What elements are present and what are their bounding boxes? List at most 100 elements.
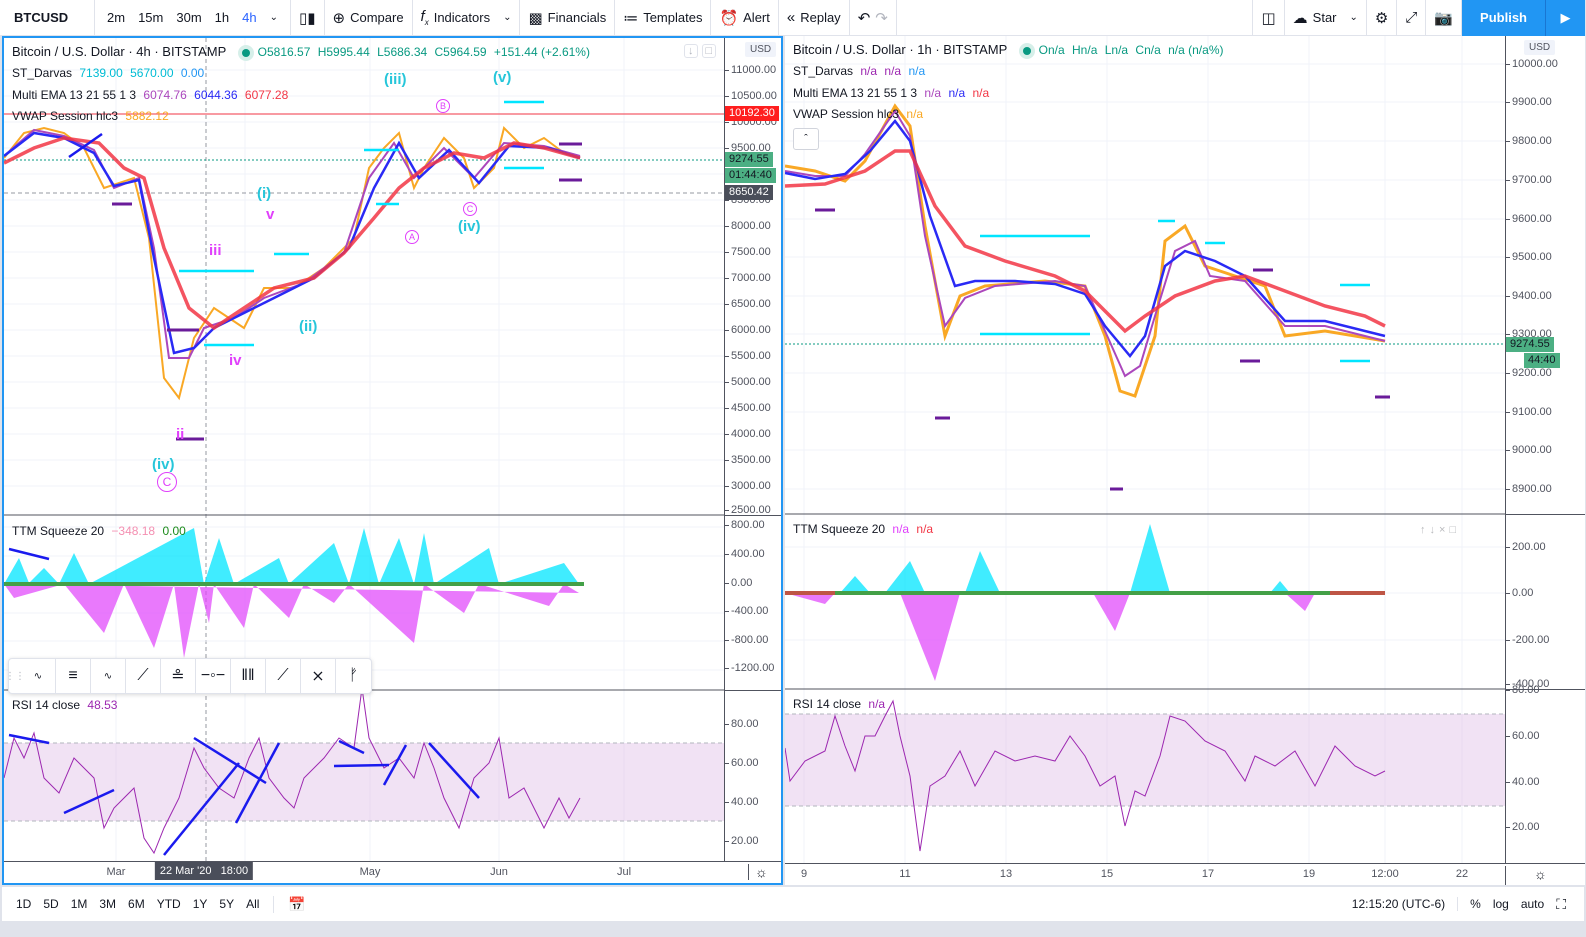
close-icon[interactable]: × [1439,524,1446,536]
pane-separator[interactable] [1506,689,1585,690]
ttm-tick: 200.00 [1506,541,1546,553]
maximize-icon[interactable]: □ [1449,524,1457,536]
log-scale-toggle[interactable]: log [1492,897,1509,911]
right-time-axis[interactable]: 9 11 13 15 17 19 12:00 22 ☼ [785,863,1585,885]
goto-date-icon[interactable]: 📅 [273,895,311,913]
crosshair-price-label: 8650.42 [725,185,773,200]
drag-handle-icon[interactable]: ⋮⋮ [5,670,25,682]
indicators-button[interactable]: fx Indicators ⌄ [413,0,521,36]
abcd-pattern-tool[interactable]: ∿ [21,659,56,693]
redo-icon[interactable]: ↷ [875,9,888,27]
chevron-down-icon[interactable]: ⌄ [269,12,278,23]
interval-2m[interactable]: 2m [107,10,126,25]
left-chart-pane[interactable]: (iii) (v) (i) v iii (ii) iv ii (iv) (iv)… [2,36,783,885]
horizontal-ray-tool[interactable]: −◦− [196,659,231,693]
vertical-lines-tool[interactable]: ‖‖ [231,659,266,693]
left-chart-canvas[interactable] [4,38,724,862]
chart-style-button[interactable]: ▯▮ [291,0,325,36]
price-tick: 6000.00 [725,324,771,336]
range-ytd[interactable]: YTD [156,897,181,911]
interval-1h[interactable]: 1h [214,10,230,25]
currency-label[interactable]: USD [745,42,777,57]
price-tick: 9100.00 [1506,406,1552,418]
rsi-legend[interactable]: RSI 14 close 48.53 [12,698,121,712]
elliott-wave-tool[interactable]: ∿ [91,659,126,693]
vertical-bars-icon: ‖‖ [241,667,255,684]
interval-30m[interactable]: 30m [176,10,202,25]
multi-ema-legend[interactable]: Multi EMA 13 21 55 1 3 n/a n/a n/a [793,86,993,100]
fullscreen-button[interactable]: ⤢ [1397,0,1427,36]
replay-button[interactable]: « Replay [779,0,850,36]
xabcd-pattern-tool[interactable]: ⨯ [301,659,336,693]
left-price-axis[interactable]: USD 11000.00 10500.00 10000.00 9500.00 9… [724,38,781,883]
fib-fan-tool[interactable]: ≗ [161,659,196,693]
st-darvas-legend[interactable]: ST_Darvas n/a n/a n/a [793,64,929,78]
snapshot-button[interactable]: 📷 [1426,0,1463,36]
market-status-icon [242,48,251,57]
right-price-axis[interactable]: USD 10000.00 9900.00 9800.00 9700.00 960… [1505,36,1585,885]
plus-circle-icon: ⊕ [332,9,346,27]
right-chart-canvas[interactable] [785,36,1505,863]
range-1d[interactable]: 1D [16,897,32,911]
range-5y[interactable]: 5Y [219,897,235,911]
alert-button[interactable]: ⏰ Alert [711,0,779,36]
vwap-legend[interactable]: VWAP Session hlc3 5882.12 [12,109,173,123]
pane-separator[interactable] [725,515,781,516]
sun-settings-icon[interactable]: ☼ [748,864,768,880]
parallel-channel-tool[interactable]: ⟋ [126,659,161,693]
wave-label: (iii) [384,71,407,88]
range-3m[interactable]: 3M [99,897,117,911]
maximize-icon[interactable]: □ [701,44,717,58]
play-button[interactable]: ▶ [1546,0,1586,36]
range-all[interactable]: All [246,897,260,911]
publish-button[interactable]: Publish [1462,0,1546,36]
undo-icon[interactable]: ↶ [857,9,871,27]
financials-button[interactable]: ▩ Financials [520,0,616,36]
sun-settings-icon[interactable]: ☼ [1505,866,1547,885]
ttm-legend[interactable]: TTM Squeeze 20 −348.18 0.00 [12,524,190,538]
time-label: 11 [899,868,911,880]
move-up-icon[interactable]: ↑ [1420,524,1426,536]
layout-button[interactable]: ◫ [1252,0,1285,36]
compare-button[interactable]: ⊕ Compare [325,0,413,36]
trend-line-tool[interactable]: ⟋ [266,659,301,693]
price-tick: 9000.00 [1506,444,1552,456]
chart-title[interactable]: Bitcoin / U.S. Dollar · 1h · BITSTAMP [793,42,1008,57]
wave-label: (v) [493,69,512,86]
pane-separator[interactable] [725,690,781,691]
pane-separator[interactable] [1506,514,1585,515]
star-button[interactable]: ☁ Star ⌄ [1285,0,1367,36]
interval-4h[interactable]: 4h [242,10,257,25]
fullscreen-icon[interactable]: ⛶ [1556,895,1566,912]
rsi-legend[interactable]: RSI 14 close n/a [793,697,889,711]
settings-button[interactable]: ⚙ [1367,0,1398,36]
currency-label[interactable]: USD [1524,40,1556,55]
templates-button[interactable]: ≔ Templates [615,0,712,36]
move-down-icon[interactable]: ↓ [1429,524,1436,536]
auto-scale-toggle[interactable]: auto [1520,897,1545,911]
spiral-tool[interactable]: ᚠ [336,659,371,693]
fib-levels-tool[interactable]: ≡ [56,659,91,693]
interval-selector: 2m 15m 30m 1h 4h ⌄ [95,0,291,36]
range-1y[interactable]: 1Y [192,897,208,911]
symbol-search[interactable]: BTCUSD [0,0,95,36]
indicator-name: TTM Squeeze 20 [793,522,886,536]
multi-ema-legend[interactable]: Multi EMA 13 21 55 1 3 6074.76 6044.36 6… [12,88,292,102]
range-5d[interactable]: 5D [43,897,59,911]
percent-scale-toggle[interactable]: % [1470,897,1481,911]
range-6m[interactable]: 6M [128,897,145,911]
st-darvas-legend[interactable]: ST_Darvas 7139.00 5670.00 0.00 [12,66,208,80]
vwap-legend[interactable]: VWAP Session hlc3 n/a [793,107,927,121]
ohlc-open: O5816.57 [257,45,311,59]
price-tick: 9600.00 [1506,213,1552,225]
interval-15m[interactable]: 15m [138,10,164,25]
clock-timezone[interactable]: 12:15:20 (UTC-6) [1346,897,1459,911]
chart-title[interactable]: Bitcoin / U.S. Dollar · 4h · BITSTAMP [12,44,227,59]
ttm-legend[interactable]: TTM Squeeze 20 n/a n/a [793,522,937,536]
arrow-down-icon[interactable]: ↓ [684,44,698,58]
range-1m[interactable]: 1M [70,897,88,911]
right-chart-pane[interactable]: Bitcoin / U.S. Dollar · 1h · BITSTAMP On… [785,36,1585,885]
collapse-legend-button[interactable]: ˆ [793,128,819,150]
left-time-axis[interactable]: Mar May Jun Jul 22 Mar '20 18:00 ☼ [4,861,781,883]
ohlc-close: Cn/a [1135,43,1161,57]
